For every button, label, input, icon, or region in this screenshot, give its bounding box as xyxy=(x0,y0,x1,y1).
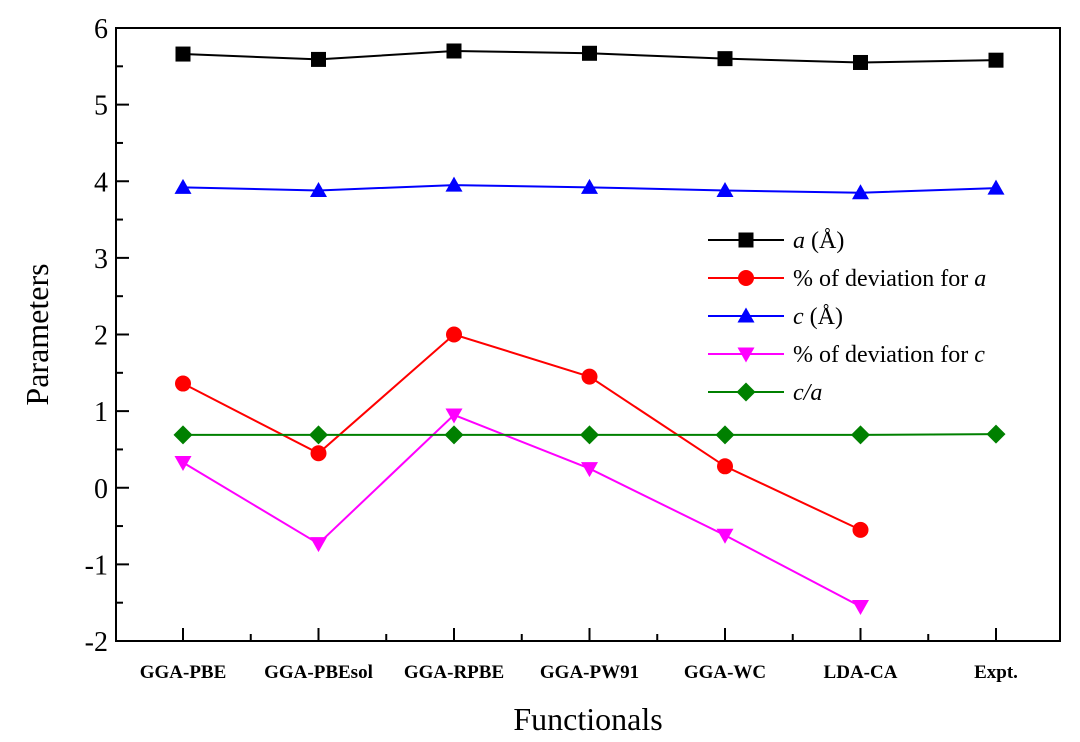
data-point-a xyxy=(446,43,462,59)
x-tick-label: Expt. xyxy=(974,662,1018,683)
data-point-a xyxy=(988,52,1004,68)
data-point-c xyxy=(174,178,192,194)
data-point-a xyxy=(311,51,326,67)
y-axis-title: Parameters xyxy=(19,263,55,405)
data-point-dev_a xyxy=(852,521,869,538)
y-tick-label: 1 xyxy=(94,397,108,428)
x-tick-label: GGA-RPBE xyxy=(404,662,504,683)
legend-marker xyxy=(737,347,755,363)
y-tick-label: 0 xyxy=(94,474,108,505)
legend-item-dev_c: % of deviation for c xyxy=(708,342,985,368)
y-tick-label: 6 xyxy=(94,14,108,45)
y-tick-label: 5 xyxy=(94,91,108,122)
legend-label: % of deviation for a xyxy=(793,266,986,292)
data-point-dev_a xyxy=(581,368,598,385)
data-point-dev_c xyxy=(310,537,327,553)
data-point-dev_c xyxy=(716,528,734,544)
data-point-a xyxy=(717,51,733,67)
legend-label: % of deviation for c xyxy=(793,342,985,368)
data-point-c xyxy=(852,184,869,200)
data-point-dev_c xyxy=(174,455,192,471)
x-tick-label: GGA-PBE xyxy=(140,662,227,683)
x-axis: GGA-PBE GGA-PBEsol GGA-RPBE GGA-PW91 GGA-WC L… xyxy=(140,628,1018,683)
legend-item-c: c (Å) xyxy=(708,304,843,330)
data-point-dev_a xyxy=(175,375,191,392)
data-point-a xyxy=(175,46,191,62)
series-a xyxy=(175,43,1004,70)
legend: a (Å) % of deviation for a c (Å) % of devia… xyxy=(708,228,986,406)
y-tick-label: 3 xyxy=(94,244,108,275)
series-line-dev_c xyxy=(182,413,861,608)
y-tick-label: 2 xyxy=(94,321,108,352)
data-point-a xyxy=(853,54,868,70)
x-tick-label: GGA-WC xyxy=(684,662,766,683)
data-point-a xyxy=(582,45,597,61)
legend-item-ca: c/a xyxy=(708,380,822,406)
legend-item-dev_a: % of deviation for a xyxy=(708,266,986,292)
legend-item-a: a (Å) xyxy=(708,228,844,254)
data-point-dev_a xyxy=(446,326,462,343)
data-point-dev_c xyxy=(852,600,869,616)
data-point-dev_c xyxy=(445,408,463,424)
y-tick-label: -2 xyxy=(85,627,108,658)
data-point-c xyxy=(987,179,1005,195)
data-point-ca xyxy=(173,425,193,445)
data-point-ca xyxy=(444,425,464,445)
data-point-c xyxy=(310,181,327,197)
plot-border xyxy=(115,27,1061,642)
data-point-dev_a xyxy=(310,445,327,462)
legend-label: c/a xyxy=(793,380,822,406)
legend-label: c (Å) xyxy=(793,304,843,330)
series-dev_a xyxy=(175,326,869,538)
series-layer xyxy=(173,43,1006,616)
legend-marker xyxy=(737,307,755,323)
data-point-c xyxy=(716,181,734,197)
legend-marker xyxy=(738,232,754,248)
data-point-c xyxy=(581,178,598,194)
legend-marker xyxy=(736,382,756,402)
series-line-dev_a xyxy=(182,333,861,531)
y-tick-label: -1 xyxy=(85,550,108,581)
data-point-ca xyxy=(580,425,599,445)
series-ca xyxy=(173,424,1006,445)
series-dev_c xyxy=(174,408,869,616)
x-tick-label: LDA-CA xyxy=(824,662,898,683)
data-point-dev_c xyxy=(581,462,598,478)
x-tick-label: GGA-PW91 xyxy=(540,662,639,683)
data-point-dev_a xyxy=(717,458,733,475)
x-axis-title: Functionals xyxy=(513,701,662,737)
plot-area xyxy=(115,27,1061,642)
legend-label: a (Å) xyxy=(793,228,844,254)
series-c xyxy=(174,176,1005,200)
data-point-c xyxy=(445,176,463,192)
data-point-ca xyxy=(986,424,1006,444)
x-tick-label: GGA-PBEsol xyxy=(264,662,373,683)
data-point-ca xyxy=(715,425,735,445)
legend-marker xyxy=(738,270,754,286)
y-axis: -2 -1 0 1 2 3 4 5 6 xyxy=(85,14,129,658)
data-point-ca xyxy=(309,425,328,445)
data-point-ca xyxy=(851,425,870,445)
y-tick-label: 4 xyxy=(94,167,108,198)
